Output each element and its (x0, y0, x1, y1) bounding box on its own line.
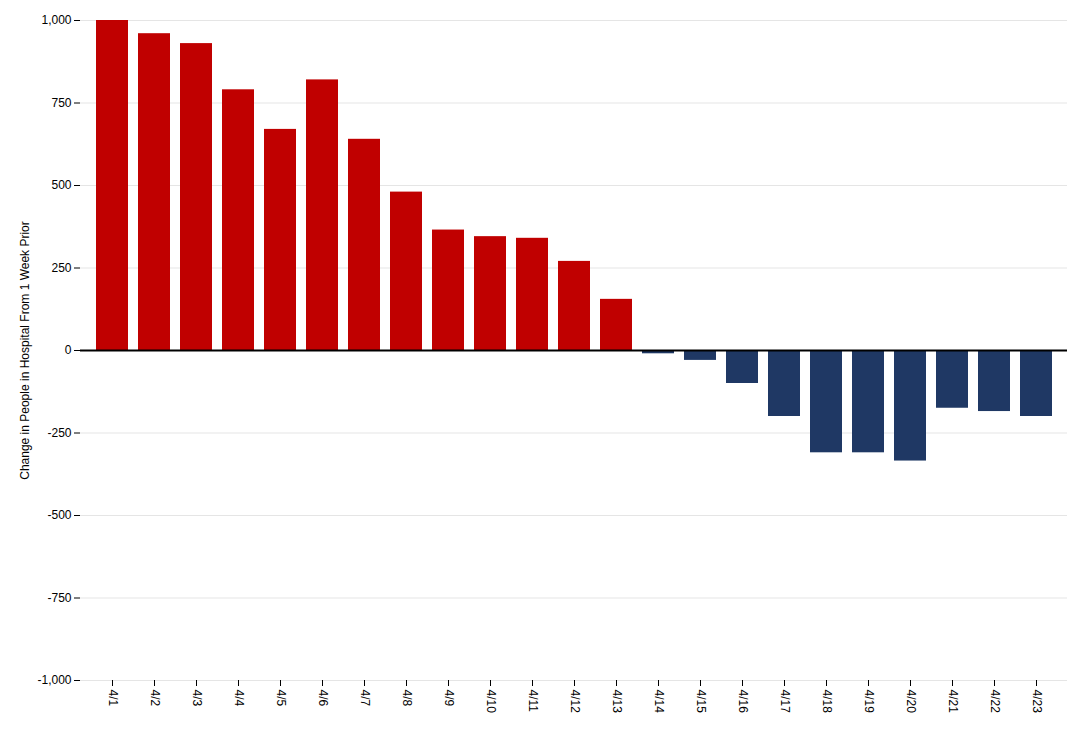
svg-text:4/17: 4/17 (778, 690, 792, 714)
svg-text:4/13: 4/13 (610, 690, 624, 714)
svg-text:4/4: 4/4 (232, 690, 246, 707)
svg-text:4/12: 4/12 (568, 690, 582, 714)
svg-text:4/21: 4/21 (946, 690, 960, 714)
svg-text:4/10: 4/10 (484, 690, 498, 714)
svg-text:Change in People in Hospital F: Change in People in Hospital From 1 Week… (18, 221, 32, 480)
svg-text:4/1: 4/1 (106, 690, 120, 707)
svg-text:750: 750 (51, 96, 71, 110)
svg-text:4/19: 4/19 (862, 690, 876, 714)
svg-text:4/7: 4/7 (358, 690, 372, 707)
svg-text:4/3: 4/3 (190, 690, 204, 707)
svg-text:4/16: 4/16 (736, 690, 750, 714)
svg-text:500: 500 (51, 178, 71, 192)
svg-text:4/23: 4/23 (1030, 690, 1044, 714)
svg-text:250: 250 (51, 261, 71, 275)
svg-text:4/14: 4/14 (652, 690, 666, 714)
svg-text:4/9: 4/9 (442, 690, 456, 707)
svg-text:4/6: 4/6 (316, 690, 330, 707)
svg-text:-500: -500 (47, 508, 71, 522)
svg-text:-750: -750 (47, 591, 71, 605)
svg-text:4/22: 4/22 (988, 690, 1002, 714)
svg-text:4/8: 4/8 (400, 690, 414, 707)
svg-text:-1,000: -1,000 (37, 673, 71, 687)
svg-text:4/2: 4/2 (148, 690, 162, 707)
svg-text:-250: -250 (47, 426, 71, 440)
svg-text:1,000: 1,000 (41, 13, 71, 27)
svg-text:4/20: 4/20 (904, 690, 918, 714)
svg-text:4/5: 4/5 (274, 690, 288, 707)
svg-text:4/11: 4/11 (526, 690, 540, 713)
svg-text:4/15: 4/15 (694, 690, 708, 714)
svg-text:4/18: 4/18 (820, 690, 834, 714)
svg-text:0: 0 (65, 343, 72, 357)
